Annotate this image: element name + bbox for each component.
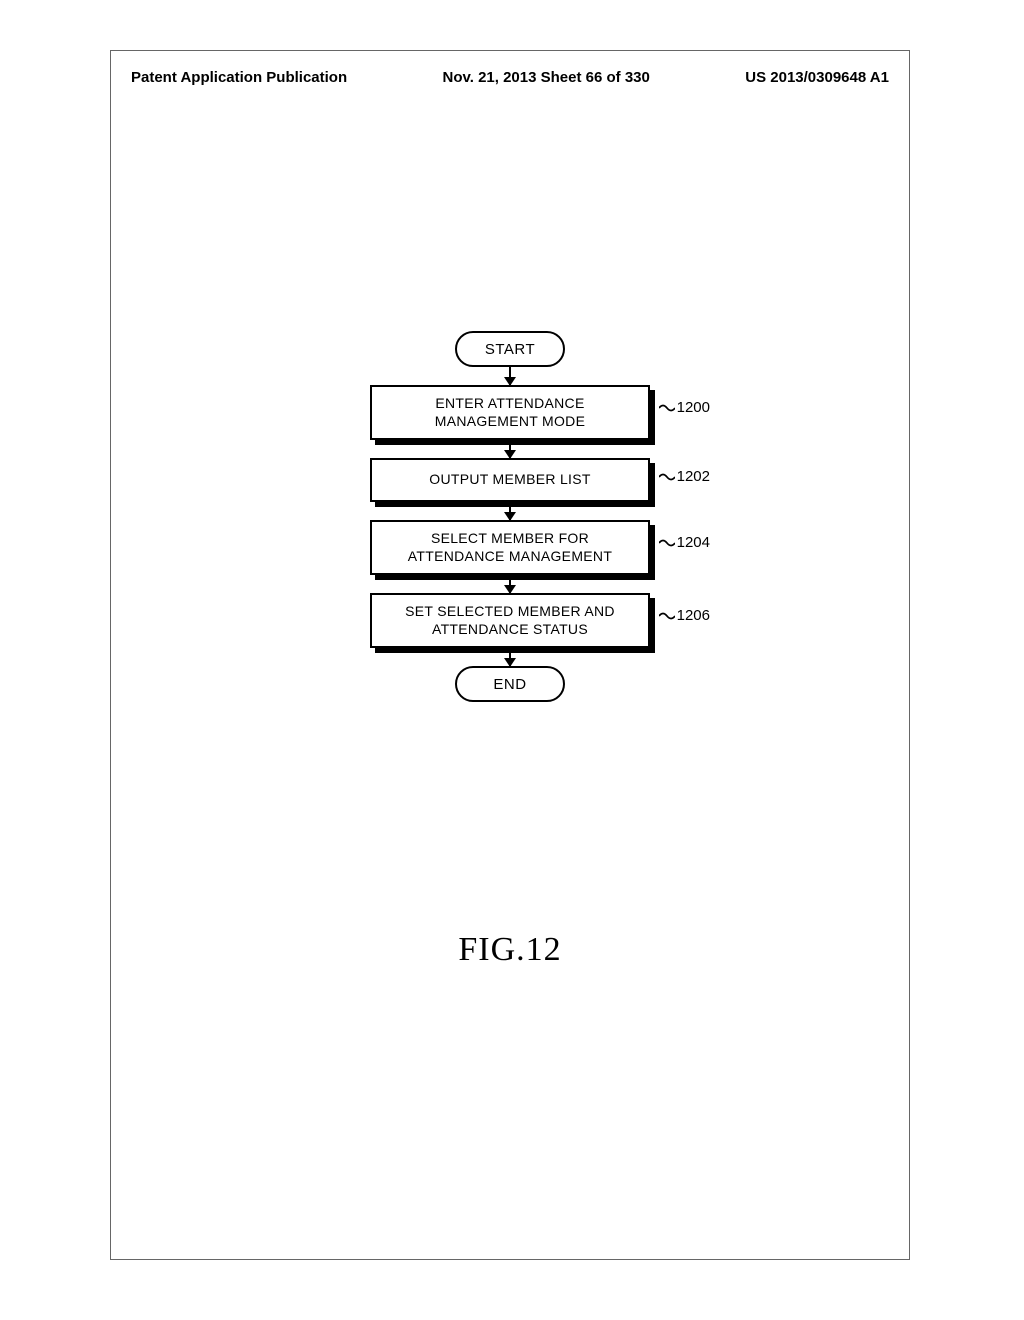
end-terminator: END: [455, 666, 565, 702]
ref-number: 1202: [677, 468, 710, 485]
page-header: Patent Application Publication Nov. 21, …: [131, 69, 889, 86]
ref-label: 1206: [659, 607, 710, 624]
ref-number: 1206: [677, 607, 710, 624]
ref-connector-icon: [659, 536, 675, 550]
header-date-sheet: Nov. 21, 2013 Sheet 66 of 330: [443, 69, 650, 86]
ref-number: 1200: [677, 399, 710, 416]
process-step: SET SELECTED MEMBER ANDATTENDANCE STATUS…: [370, 593, 650, 648]
arrow: [509, 367, 512, 385]
start-label: START: [485, 341, 535, 358]
process-step: ENTER ATTENDANCEMANAGEMENT MODE 1200: [370, 385, 650, 440]
ref-connector-icon: [659, 609, 675, 623]
header-publication: Patent Application Publication: [131, 69, 347, 86]
process-box: SET SELECTED MEMBER ANDATTENDANCE STATUS: [370, 593, 650, 648]
flowchart: START ENTER ATTENDANCEMANAGEMENT MODE 12…: [320, 331, 700, 702]
ref-label: 1202: [659, 468, 710, 485]
process-text: SELECT MEMBER FORATTENDANCE MANAGEMENT: [408, 530, 612, 565]
process-box: SELECT MEMBER FORATTENDANCE MANAGEMENT: [370, 520, 650, 575]
header-patent-number: US 2013/0309648 A1: [745, 69, 889, 86]
arrow: [509, 502, 512, 520]
ref-number: 1204: [677, 534, 710, 551]
arrow: [509, 648, 512, 666]
process-text: ENTER ATTENDANCEMANAGEMENT MODE: [435, 395, 585, 430]
ref-connector-icon: [659, 401, 675, 415]
process-step: OUTPUT MEMBER LIST 1202: [370, 458, 650, 502]
arrow: [509, 440, 512, 458]
end-label: END: [493, 676, 526, 693]
process-text: OUTPUT MEMBER LIST: [429, 471, 591, 489]
process-box: OUTPUT MEMBER LIST: [370, 458, 650, 502]
ref-label: 1204: [659, 534, 710, 551]
process-text: SET SELECTED MEMBER ANDATTENDANCE STATUS: [405, 603, 615, 638]
start-terminator: START: [455, 331, 565, 367]
arrow: [509, 575, 512, 593]
ref-label: 1200: [659, 399, 710, 416]
figure-label: FIG.12: [458, 931, 561, 969]
patent-page: Patent Application Publication Nov. 21, …: [110, 50, 910, 1260]
process-box: ENTER ATTENDANCEMANAGEMENT MODE: [370, 385, 650, 440]
ref-connector-icon: [659, 470, 675, 484]
process-step: SELECT MEMBER FORATTENDANCE MANAGEMENT 1…: [370, 520, 650, 575]
